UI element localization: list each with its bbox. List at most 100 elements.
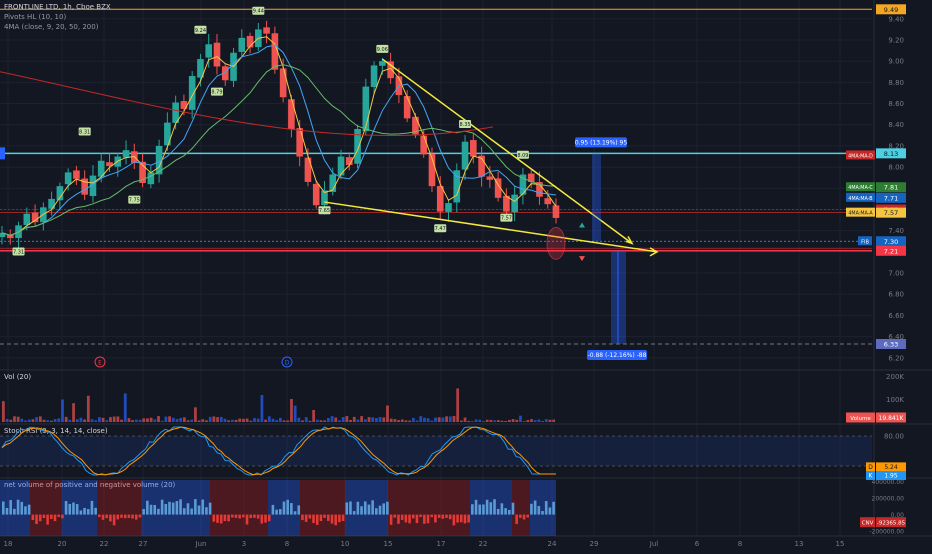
volume-bar <box>334 417 338 422</box>
reversal-zone <box>546 226 566 260</box>
net-volume-bar <box>120 514 123 518</box>
candle-body <box>89 175 97 197</box>
pivots-indicator-label[interactable]: Pivots HL (10, 10) <box>4 13 67 21</box>
net-volume-bar <box>530 503 533 515</box>
net-volume-bar <box>149 504 153 515</box>
net-volume-bar <box>160 499 164 515</box>
net-volume-bar <box>327 514 330 521</box>
volume-bar <box>168 416 171 422</box>
net-volume-bar <box>238 514 241 519</box>
net-volume-bar <box>109 514 112 522</box>
net-volume-bar <box>134 514 138 520</box>
candle-body <box>188 76 196 110</box>
net-volume-bar <box>338 514 341 523</box>
volume-bar <box>149 417 153 422</box>
net-volume-bar <box>378 505 382 515</box>
volume-bar <box>157 416 160 422</box>
ma20-price-tag-bg <box>876 192 906 203</box>
volume-bar <box>389 418 393 422</box>
ma20-price-tag: 7.71 <box>884 194 898 202</box>
x-tick-label: 22 <box>479 540 488 548</box>
pivot-label: 7.75 <box>129 198 140 204</box>
volume-bar <box>456 388 460 422</box>
net-volume-bar <box>146 500 149 515</box>
net-volume-bar <box>157 508 160 515</box>
pivot-label: 8.79 <box>211 90 222 96</box>
candle-body <box>478 155 485 177</box>
volume-bar <box>511 419 515 422</box>
net-volume-bar <box>474 499 478 515</box>
net-volume-bar <box>437 514 441 518</box>
net-volume-bar <box>467 514 470 523</box>
candle-body <box>420 135 428 155</box>
net-volume-bar <box>389 514 393 525</box>
volume-bar <box>308 420 312 422</box>
down-arrow-marker <box>579 256 585 262</box>
volume-bar <box>408 420 412 422</box>
stoch-band <box>0 436 872 466</box>
net-volume-name-bg <box>860 517 875 528</box>
net-volume-bar <box>548 507 552 515</box>
price-tick-label: 8.40 <box>888 121 904 129</box>
net-volume-bar <box>64 501 68 515</box>
candle-body <box>461 141 469 170</box>
volume-bar <box>467 420 471 422</box>
ma-indicator-label[interactable]: 4MA (close, 9, 20, 50, 200) <box>4 23 99 31</box>
volume-bar <box>437 417 441 422</box>
net-volume-bar <box>319 514 323 522</box>
net-volume-bar <box>234 514 238 518</box>
net-volume-bar <box>219 514 223 524</box>
pivot-label-bg <box>434 224 447 233</box>
price-tick-label: 8.80 <box>888 79 904 87</box>
candle-body <box>403 96 411 119</box>
net-volume-bar <box>179 499 182 515</box>
volume-bar <box>64 416 68 422</box>
price-tick-label: 9.40 <box>888 15 904 23</box>
volume-bar <box>179 417 183 422</box>
net-volume-tag-value: -92365.85 <box>877 521 906 527</box>
net-volume-bar <box>375 508 378 515</box>
volume-name-tag: Volume <box>850 416 871 422</box>
net-volume-bar <box>46 514 49 525</box>
net-volume-bar <box>112 514 116 526</box>
net-volume-bar <box>386 501 389 515</box>
net-volume-bar <box>522 514 526 520</box>
net-volume-bar <box>190 508 193 515</box>
candle-body <box>436 186 444 212</box>
event-marker-label: E <box>98 360 102 367</box>
pivot-label-bg <box>516 150 529 159</box>
volume-bar <box>526 419 530 422</box>
candle-body <box>147 172 155 185</box>
volume-bar <box>164 416 168 422</box>
net-volume-bar <box>541 511 544 515</box>
net-volume-bar <box>5 507 9 515</box>
net-volume-bar <box>304 514 308 522</box>
candle-body <box>288 99 295 129</box>
volume-bar <box>485 419 489 422</box>
volume-bar <box>419 416 423 422</box>
volume-bar <box>341 417 345 422</box>
net-volume-bar <box>356 501 360 515</box>
volume-bar <box>57 418 61 422</box>
volume-bar <box>13 416 16 422</box>
volume-bar <box>430 420 434 422</box>
volume-bar <box>382 417 386 422</box>
volume-bar <box>205 420 208 422</box>
x-tick-label: 3 <box>242 540 246 548</box>
net-volume-bar <box>245 514 249 525</box>
net-volume-bar <box>2 501 5 515</box>
volume-bar <box>530 419 533 422</box>
candle-body <box>527 173 535 182</box>
pivot-label: 7.65 <box>319 208 330 214</box>
net-volume-bar <box>90 500 94 515</box>
volume-bar <box>315 419 319 422</box>
net-volume-bar <box>408 514 411 524</box>
volume-bar <box>496 420 500 422</box>
net-volume-bar <box>171 502 175 515</box>
candle-body <box>197 59 204 78</box>
net-volume-bar <box>57 514 60 517</box>
net-volume-bar <box>208 502 212 515</box>
price-tick-label: 7.40 <box>888 227 904 235</box>
